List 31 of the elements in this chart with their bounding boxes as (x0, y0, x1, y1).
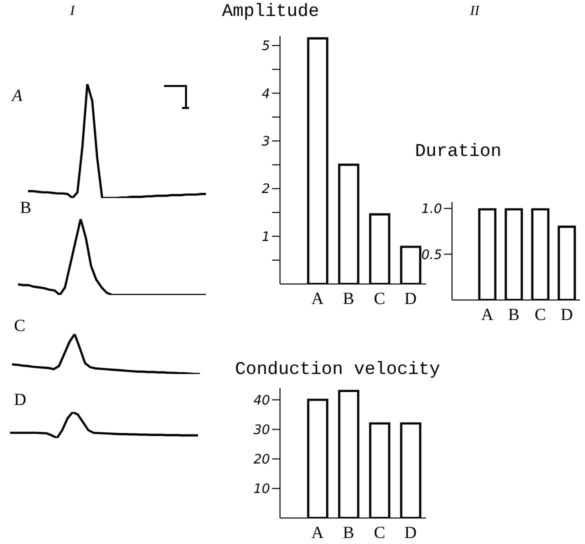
x-tick-label: B (342, 289, 354, 308)
y-tick-label: 30 (253, 422, 270, 438)
y-tick-label: 4 (262, 86, 270, 102)
x-tick-label: B (342, 523, 354, 542)
y-tick-label: 0.5 (421, 248, 442, 263)
x-tick-label: A (311, 523, 324, 542)
y-tick-label: 2 (262, 182, 270, 198)
text: II (470, 4, 480, 20)
chart-title: A (12, 86, 22, 106)
x-tick-label: B (508, 305, 520, 324)
x-tick-label: D (560, 305, 573, 324)
y-tick-label: 3 (262, 134, 270, 150)
x-tick-label: C (374, 289, 386, 308)
x-tick-label: D (404, 523, 417, 542)
x-tick-label: A (311, 289, 324, 308)
y-tick-label: 40 (253, 393, 270, 408)
x-tick-label: C (534, 305, 546, 324)
y-tick-label: 1.0 (421, 202, 442, 218)
chart-title: B (20, 198, 32, 218)
chart-title: D (14, 390, 26, 410)
chart-title: Conduction velocity (235, 360, 440, 380)
x-tick-label: A (481, 305, 494, 324)
x-tick-label: C (374, 523, 386, 542)
y-tick-label: 10 (253, 482, 270, 498)
y-tick-label: 20 (253, 452, 270, 468)
y-tick-label: 1 (262, 230, 270, 245)
chart-title: Amplitude (222, 2, 320, 22)
x-tick-label: D (404, 289, 417, 308)
y-tick-label: 5 (262, 39, 270, 54)
text: I (70, 4, 75, 20)
chart-title: Duration (415, 142, 502, 162)
